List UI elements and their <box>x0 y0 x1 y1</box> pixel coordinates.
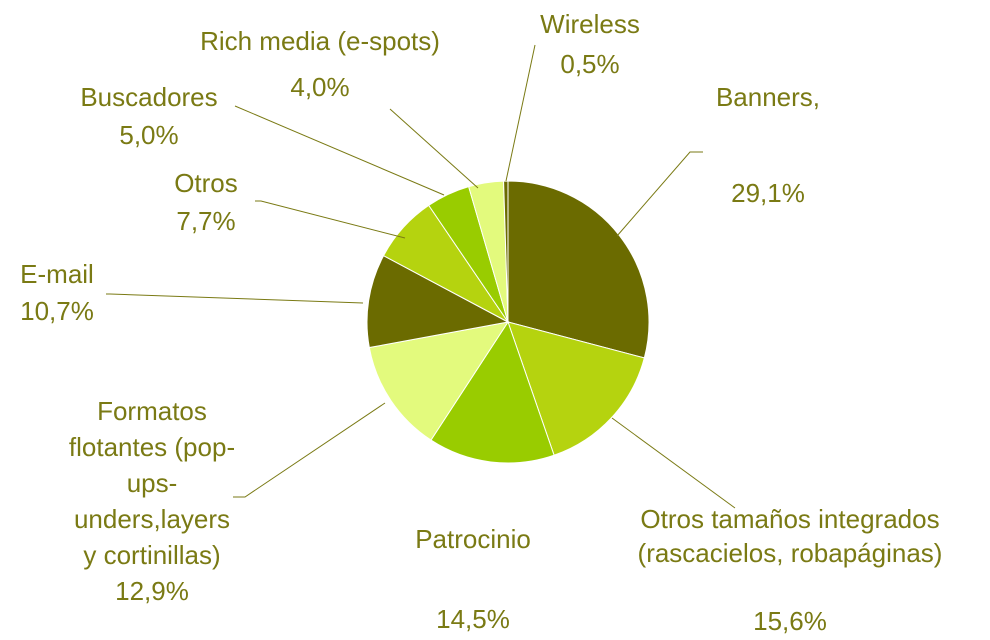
data-label: Wireless 0,5% <box>540 9 640 79</box>
data-label: Patrocinio 14,5% <box>415 524 531 634</box>
leader-line <box>505 44 536 182</box>
data-label: Banners, 29,1% <box>716 82 820 208</box>
pie-slice-wireless <box>503 180 509 323</box>
leader-line <box>616 151 703 237</box>
data-label: Otros 7,7% <box>174 168 238 236</box>
pie-slice-banners <box>507 180 650 359</box>
leader-line <box>255 200 406 239</box>
pie-slice-formatos-flotantes-pop-ups-unders-layers-y-cortinillas <box>368 321 510 441</box>
leader-line <box>106 293 364 304</box>
data-label: E-mail 10,7% <box>20 259 94 326</box>
leader-line <box>611 417 736 509</box>
pie-slice-otros-tama-os-integrados-rascacielos-robap-ginas <box>507 321 645 456</box>
leader-line <box>234 105 445 196</box>
leader-line <box>233 402 386 498</box>
pie-slice-patrocinio <box>430 320 555 464</box>
leader-line <box>389 108 479 189</box>
data-label: Otros tamaños integrados (rascacielos, ro… <box>638 504 943 635</box>
data-label: Buscadores 5,0% <box>80 82 217 150</box>
data-label: Rich media (e-spots) 4,0% <box>200 26 440 102</box>
pie-slice-e-mail <box>366 254 510 349</box>
data-label: Formatos flotantes (pop-ups-unders,layers… <box>69 396 235 606</box>
